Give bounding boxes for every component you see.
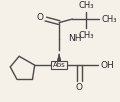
Text: O: O bbox=[76, 83, 83, 92]
Text: Abs: Abs bbox=[53, 62, 66, 68]
Text: CH₃: CH₃ bbox=[78, 1, 93, 10]
Polygon shape bbox=[56, 54, 62, 65]
Text: NH: NH bbox=[68, 34, 81, 43]
Text: CH₃: CH₃ bbox=[78, 31, 93, 40]
Polygon shape bbox=[56, 54, 62, 65]
Text: OH: OH bbox=[100, 61, 114, 70]
Text: CH₃: CH₃ bbox=[101, 15, 117, 24]
Bar bbox=[51, 61, 67, 69]
Text: O: O bbox=[37, 13, 44, 22]
